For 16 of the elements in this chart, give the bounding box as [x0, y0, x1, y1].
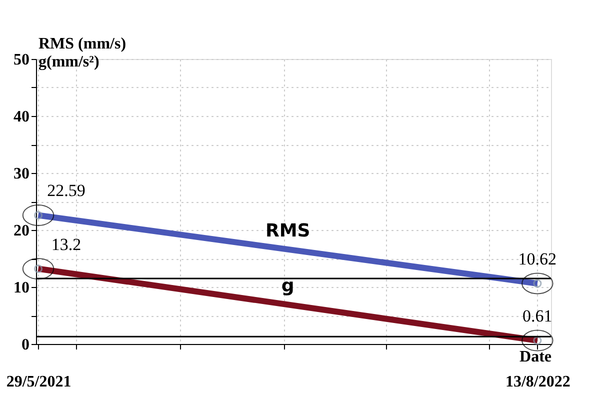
series-label: g — [281, 276, 294, 297]
x-tick-label: 29/5/2021 — [6, 374, 72, 390]
data-label: 22.59 — [47, 181, 86, 200]
data-label: 13.2 — [51, 234, 82, 254]
y-tick-label: 0 — [22, 336, 30, 354]
data-label: 10.62 — [518, 249, 557, 268]
y-axis-title: RMS (mm/s) g(mm/s²) — [38, 36, 126, 70]
y-tick-label: 40 — [14, 108, 30, 126]
x-tick-label: 13/8/2022 — [505, 374, 570, 390]
x-axis-title: Date — [520, 348, 552, 366]
y-tick-label: 20 — [14, 222, 30, 240]
y-tick-label: 30 — [14, 166, 30, 182]
y-tick-label: 10 — [14, 280, 30, 296]
y-tick-label: 50 — [14, 52, 30, 68]
series-label: RMS — [265, 220, 310, 242]
data-label: 0.61 — [522, 306, 552, 326]
